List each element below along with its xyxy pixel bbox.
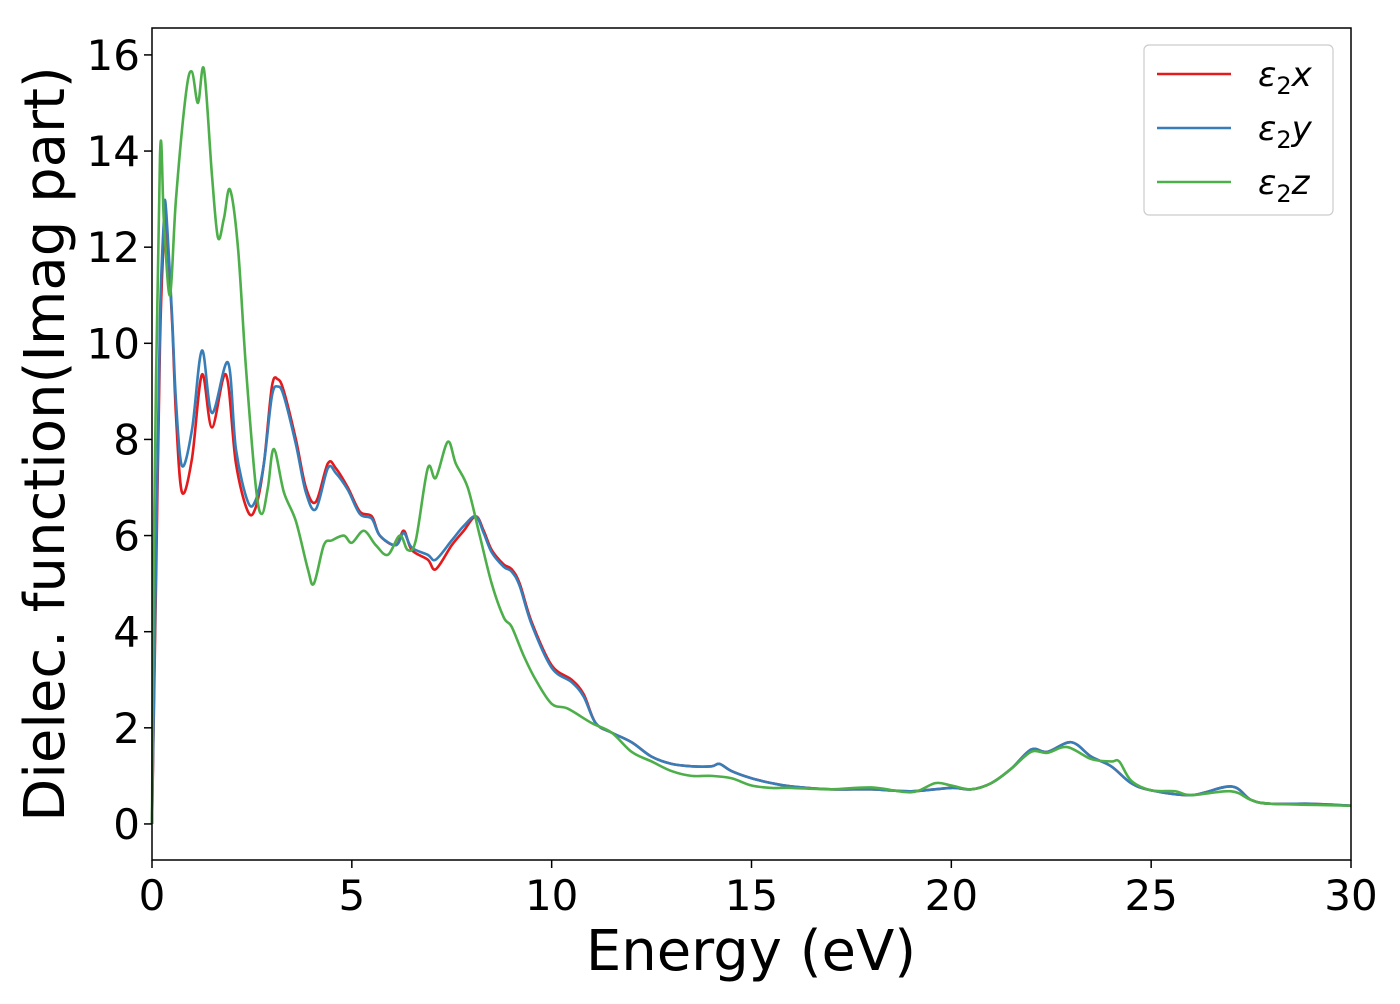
legend-label-y: ε2y (1258, 109, 1313, 154)
y-tick-label: 6 (113, 512, 140, 561)
x-tick-label: 25 (1124, 871, 1177, 920)
series-lines (150, 66, 1352, 824)
legend: ε2x ε2y ε2z (1143, 44, 1334, 216)
legend-label-z: ε2z (1258, 163, 1311, 208)
series-line-z (150, 66, 1352, 824)
y-tick-label: 2 (113, 704, 140, 753)
series-line-x (150, 213, 1352, 824)
y-tick-label: 14 (87, 127, 140, 176)
y-tick-label: 4 (113, 608, 140, 657)
y-tick-label: 8 (113, 415, 140, 464)
y-axis-ticks: 0 2 4 6 8 10 12 14 16 (87, 31, 152, 849)
y-tick-label: 0 (113, 800, 140, 849)
x-tick-label: 30 (1324, 871, 1377, 920)
series-line-y (150, 198, 1352, 824)
x-tick-label: 10 (525, 871, 578, 920)
x-axis-ticks: 0 5 10 15 20 25 30 (139, 860, 1378, 920)
x-tick-label: 15 (725, 871, 778, 920)
legend-box (1143, 44, 1334, 216)
y-tick-label: 10 (87, 319, 140, 368)
x-tick-label: 5 (338, 871, 365, 920)
y-tick-label: 12 (87, 223, 140, 272)
y-axis-label: Dielec. function(Imag part) (13, 66, 78, 822)
legend-label-x: ε2x (1258, 55, 1313, 100)
x-axis-label: Energy (eV) (586, 919, 916, 984)
x-tick-label: 20 (925, 871, 978, 920)
x-tick-label: 0 (139, 871, 166, 920)
y-tick-label: 16 (87, 31, 140, 80)
